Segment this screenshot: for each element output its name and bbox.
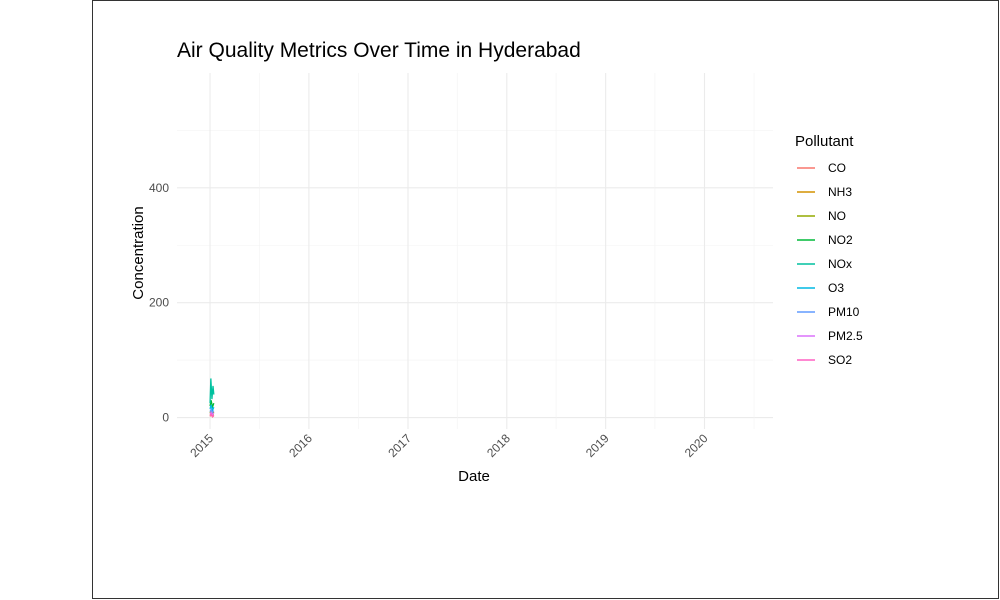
x-tick-label: 2020 [682,431,711,460]
legend-items: CO NH3 NO NO2 NOx O3 PM10 PM2.5 SO2 [797,161,863,367]
y-axis-ticks: 0 200 400 [149,181,169,425]
x-tick-label: 2018 [484,431,513,460]
y-tick-label: 400 [149,181,169,195]
legend: Pollutant CO NH3 NO NO2 NOx O3 PM10 PM2.5 SO2 [795,133,863,367]
series-line-o3 [209,404,215,413]
legend-label-pm25: PM2.5 [828,329,863,343]
series-line-nox [209,378,215,404]
x-tick-label: 2015 [187,431,216,460]
y-axis-title: Concentration [130,206,147,299]
legend-label-co: CO [828,161,846,175]
x-tick-label: 2017 [385,431,414,460]
x-axis-ticks: 2015 2016 2017 2018 2019 2020 [187,431,710,460]
series-line-pm10 [209,407,215,414]
x-axis-title: Date [458,468,490,485]
legend-title: Pollutant [795,133,854,150]
grid [177,73,773,429]
legend-label-nox: NOx [828,257,852,271]
y-tick-label: 200 [149,296,169,310]
legend-label-pm10: PM10 [828,305,860,319]
legend-label-so2: SO2 [828,353,852,367]
chart-title: Air Quality Metrics Over Time in Hyderab… [177,39,581,62]
legend-label-nh3: NH3 [828,185,852,199]
chart-svg: Air Quality Metrics Over Time in Hyderab… [130,39,863,485]
x-tick-label: 2016 [286,431,315,460]
chart-figure: Air Quality Metrics Over Time in Hyderab… [92,0,999,599]
series-line-so2 [209,412,215,418]
legend-label-no: NO [828,209,846,223]
x-tick-label: 2019 [583,431,612,460]
legend-label-no2: NO2 [828,233,853,247]
series-line-pm25 [209,411,215,416]
series-lines [209,378,215,418]
legend-label-o3: O3 [828,281,844,295]
y-tick-label: 0 [162,411,169,425]
